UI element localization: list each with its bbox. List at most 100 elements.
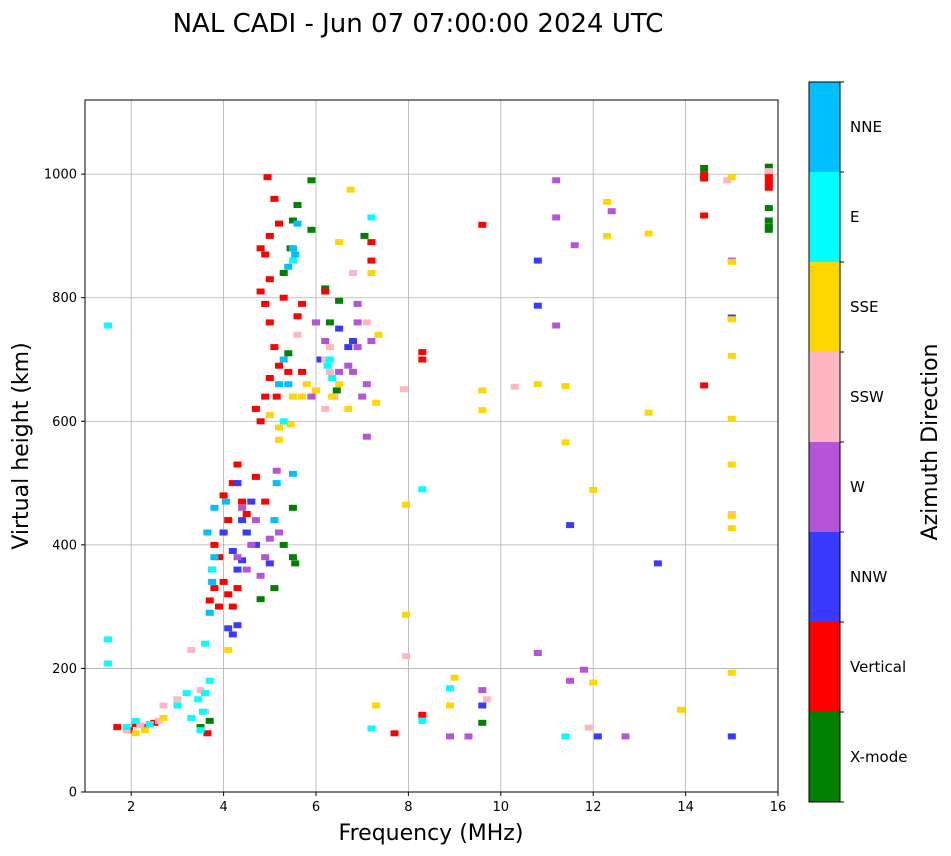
data-point-vertical (219, 578, 228, 585)
data-point-w (367, 338, 376, 344)
data-point-ssw (723, 177, 732, 184)
data-point-sse (603, 198, 612, 205)
x-tick-label: 4 (219, 800, 227, 815)
data-point-x-mode (284, 350, 293, 357)
data-point-sse (727, 352, 736, 359)
data-point-x-mode (307, 177, 316, 184)
data-point-x-mode (291, 560, 300, 567)
data-point-sse (561, 439, 570, 446)
data-point-vertical (265, 232, 274, 239)
data-point-vertical (215, 603, 223, 610)
data-point-ssw (399, 386, 408, 393)
x-axis-label: Frequency (MHz) (339, 821, 524, 846)
data-point-ssw (187, 646, 196, 653)
data-point-vertical (261, 300, 270, 307)
data-point-nnw (653, 560, 662, 567)
data-point-nne (288, 470, 297, 477)
data-point-vertical (256, 418, 265, 425)
data-point-w (233, 554, 242, 561)
data-point-w (621, 733, 630, 740)
data-point-x-mode (321, 285, 330, 292)
data-point-ssw (159, 702, 168, 709)
data-point-vertical (228, 603, 237, 610)
data-point-x-mode (288, 504, 297, 511)
data-point-vertical (279, 294, 288, 301)
data-point-vertical (256, 245, 265, 252)
data-point-w (580, 666, 588, 673)
data-point-sse (727, 415, 736, 422)
data-point-e (196, 727, 205, 734)
data-point-sse (727, 525, 736, 532)
colorbar-frame (808, 81, 841, 803)
data-point-vertical (270, 344, 279, 351)
data-point-vertical (203, 730, 212, 737)
data-point-sse (644, 230, 653, 237)
data-point-nne (205, 609, 214, 616)
data-point-nnw (233, 480, 242, 487)
data-point-sse (402, 611, 411, 618)
data-point-x-mode (288, 554, 297, 561)
data-point-w (353, 319, 362, 326)
data-point-x-mode (279, 270, 288, 276)
colorbar: X-mode Vertical NNW W SSW SSE E NNE (809, 81, 907, 803)
data-point-w (552, 214, 561, 221)
data-point-sse (328, 393, 337, 400)
data-point-w (607, 208, 616, 215)
data-point-sse (298, 393, 307, 400)
data-point-sse (367, 270, 376, 276)
data-point-e (205, 677, 214, 684)
data-point-nnw (228, 548, 237, 554)
data-point-e (182, 690, 191, 697)
data-point-sse (275, 436, 283, 443)
y-axis-label: Virtual height (km) (9, 342, 34, 549)
data-point-nnw (238, 557, 247, 564)
colorbar-category-label: SSW (850, 388, 884, 406)
data-point-vertical (298, 368, 307, 375)
data-point-nne (284, 381, 293, 388)
y-axis-ticks: 0 200 400 600 800 1000 (44, 168, 85, 801)
data-point-x-mode (279, 541, 288, 548)
y-tick-label: 0 (69, 786, 77, 801)
data-point-vertical (764, 184, 773, 191)
data-point-vertical (700, 212, 709, 219)
data-point-sse (561, 383, 570, 390)
data-point-sse (446, 702, 454, 709)
data-point-w (275, 529, 283, 536)
data-point-x-mode (360, 232, 369, 239)
data-point-ssw (196, 687, 205, 694)
data-point-x-mode (256, 596, 265, 603)
data-point-sse (589, 486, 598, 493)
data-point-nne (208, 578, 217, 585)
data-point-vertical (764, 180, 773, 187)
data-point-w (353, 344, 362, 351)
data-point-vertical (224, 591, 233, 598)
data-point-vertical (242, 511, 251, 517)
data-point-w (261, 554, 270, 561)
data-point-e (328, 375, 337, 381)
data-point-vertical (275, 220, 283, 227)
data-point-nnw (316, 356, 325, 363)
data-point-vertical (261, 251, 270, 258)
data-point-vertical (224, 517, 233, 524)
x-tick-label: 14 (677, 800, 694, 815)
data-point-nnw (224, 625, 233, 632)
data-point-ssw (136, 722, 145, 729)
data-point-sse (727, 512, 736, 519)
data-point-sse (265, 412, 274, 419)
data-point-vertical (418, 349, 427, 356)
data-point-x-mode (764, 205, 773, 212)
grid-lines (85, 100, 779, 793)
data-point-vertical (150, 719, 159, 726)
data-point-ssw (122, 727, 131, 734)
data-point-ssw (321, 356, 330, 363)
data-point-nne (270, 517, 279, 524)
y-tick-label: 800 (52, 291, 77, 306)
data-point-x-mode (288, 217, 297, 224)
data-point-vertical (233, 585, 242, 592)
data-point-sse (727, 669, 736, 676)
data-point-vertical (418, 711, 427, 718)
data-point-vertical (215, 554, 223, 561)
data-point-w (478, 687, 487, 694)
data-point-vertical (205, 597, 214, 604)
